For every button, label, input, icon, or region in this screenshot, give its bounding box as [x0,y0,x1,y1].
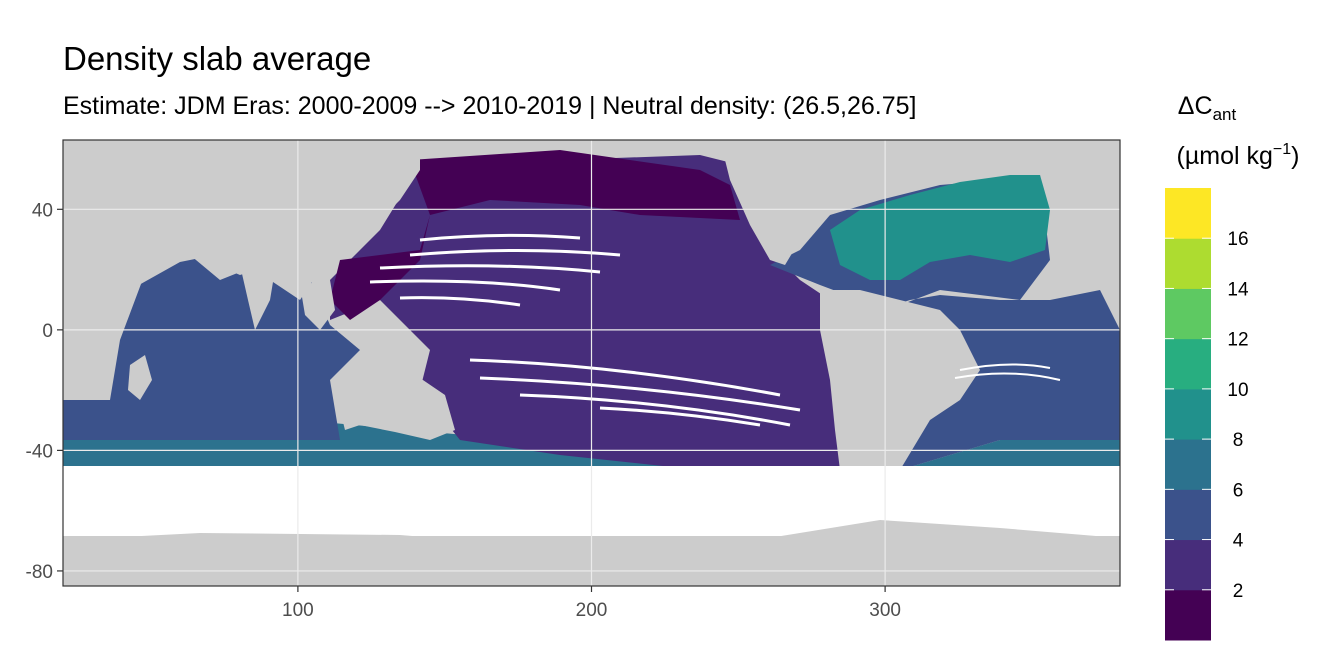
grid-lines [63,140,1120,586]
legend-unit-close: ) [1291,142,1299,170]
legend-swatch [1165,489,1211,541]
legend-tick-label: 6 [1233,480,1244,501]
legend-tick-label: 10 [1227,380,1248,401]
ocean-pacific [330,155,860,490]
antarctica-edge [63,520,1120,586]
continent-se-asia [300,280,335,330]
ocean-north-pacific [330,150,740,320]
legend-tick-label: 16 [1227,229,1248,250]
continent-south-america [820,290,960,490]
legend: ΔCant (µmol kg−1) 2 4 6 8 10 12 14 16 [1165,92,1299,641]
legend-swatch [1165,539,1211,591]
legend-swatch [1165,338,1211,390]
continent-north-america [720,140,1000,265]
legend-colorbar [1165,188,1211,641]
y-tick-label: -40 [26,441,53,462]
continent-india [240,265,275,330]
chart-title: Density slab average [63,40,372,77]
continent-australia [340,375,455,440]
y-tick-label: 0 [42,321,53,342]
x-tick-label: 300 [869,600,901,621]
continent-greenland [1010,140,1120,235]
ocean-southern [63,400,1120,470]
legend-tick-label: 4 [1233,531,1244,552]
x-tick-label: 200 [576,600,608,621]
legend-title-sub: ant [1213,105,1237,124]
y-tick-label: -80 [26,562,53,583]
legend-swatch [1165,439,1211,490]
legend-swatch [1165,188,1211,239]
legend-labels: 2 4 6 8 10 12 14 16 [1227,229,1249,602]
continent-asia [170,140,420,300]
legend-tick-label: 12 [1227,330,1248,351]
pacific-streaks [369,233,801,427]
continent-africa [63,140,230,400]
legend-tick-label: 14 [1227,279,1249,300]
legend-tick-label: 8 [1233,430,1244,451]
legend-unit-main: (µmol kg [1177,142,1273,170]
continent-madagascar [128,355,152,400]
map-layer [63,140,1120,586]
atlantic-streaks [954,363,1061,381]
legend-unit-sup: −1 [1273,141,1291,158]
legend-title: ΔCant [1178,92,1237,124]
legend-title-main: ΔC [1178,92,1213,120]
y-tick-label: 40 [32,200,53,221]
x-tick-label: 100 [282,600,314,621]
legend-swatch [1165,388,1211,440]
continent-europe [1060,210,1120,300]
chart-subtitle: Estimate: JDM Eras: 2000-2009 --> 2010-2… [63,92,917,120]
legend-swatch [1165,238,1211,289]
legend-swatch [1165,589,1211,641]
legend-swatch [1165,288,1211,340]
legend-tick-label: 2 [1233,581,1244,602]
legend-unit: (µmol kg−1) [1177,141,1300,170]
